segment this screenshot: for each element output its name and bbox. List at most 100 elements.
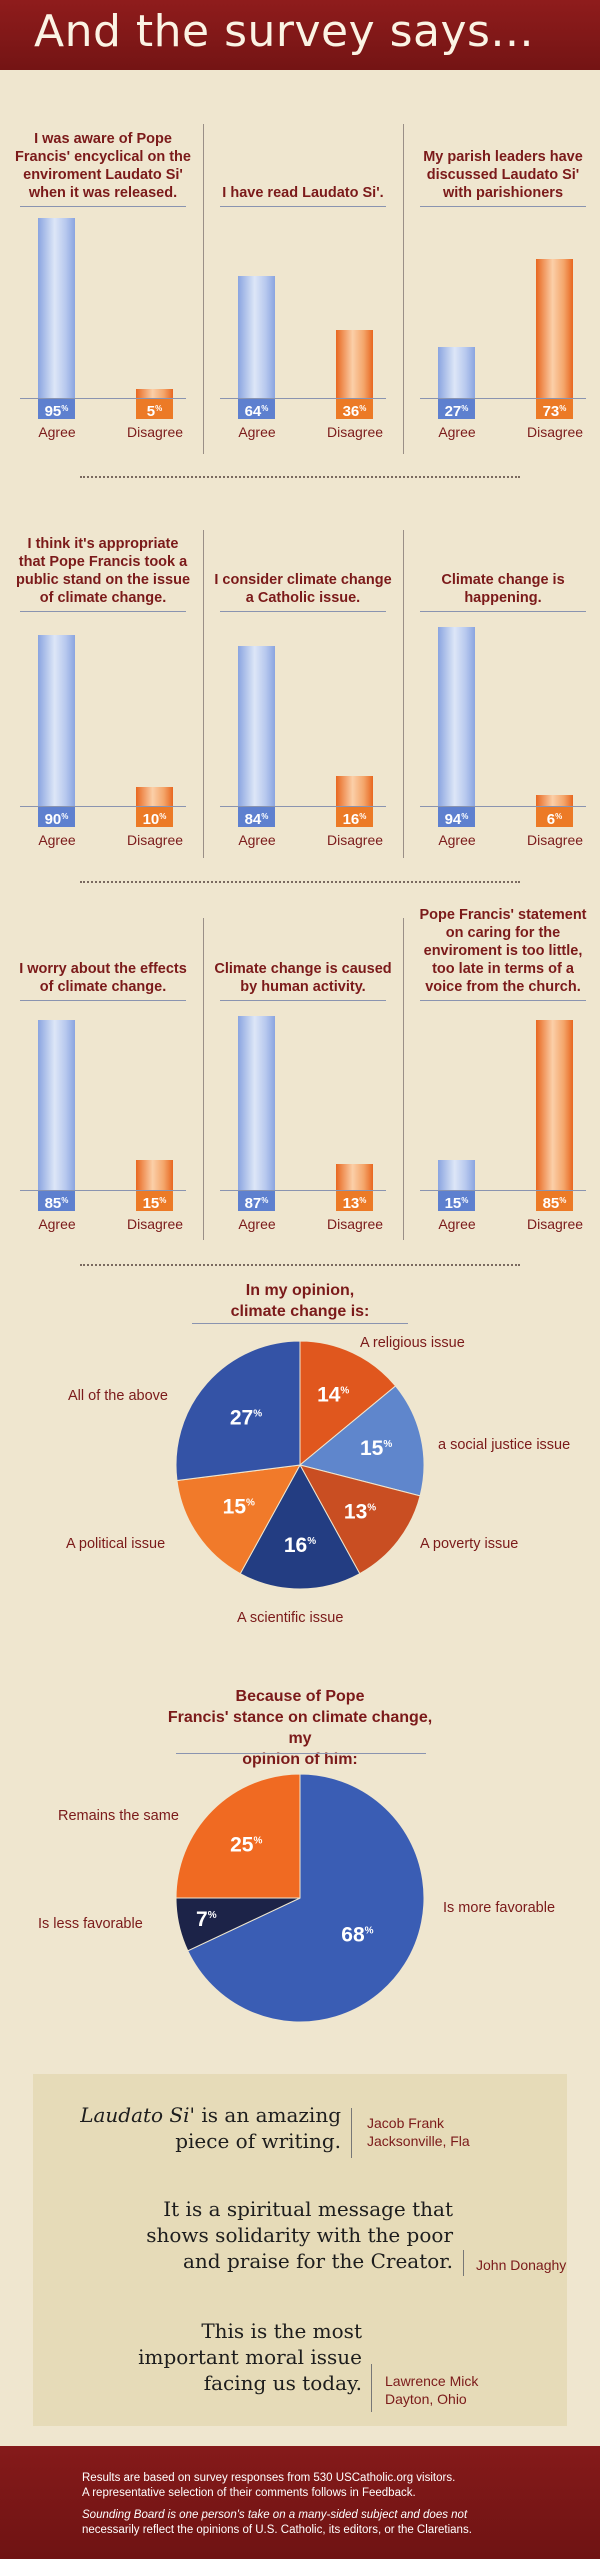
bar-disagree bbox=[536, 1020, 573, 1190]
bar-category-label: Disagree bbox=[126, 832, 184, 848]
dotted-separator bbox=[80, 476, 520, 478]
column-divider bbox=[203, 530, 204, 858]
bar-disagree bbox=[536, 259, 573, 398]
bar-value-label: 5% bbox=[136, 399, 173, 420]
bar-category-label: Agree bbox=[38, 832, 76, 848]
bar-chart-baseline bbox=[20, 806, 186, 807]
reader-quotes-panel: Laudato Si' is an amazing piece of writi… bbox=[33, 2074, 567, 2426]
bar-disagree bbox=[536, 794, 573, 806]
bar-value-label: 95% bbox=[38, 399, 75, 420]
footer-line-2: A representative selection of their comm… bbox=[82, 2487, 416, 2499]
bar-category-label: Disagree bbox=[326, 1216, 384, 1232]
bar-value-label: 85% bbox=[536, 1191, 573, 1212]
pie-slice-is-more-favorable bbox=[187, 1773, 425, 2023]
quote-2-author-name: John Donaghy bbox=[476, 2257, 567, 2273]
footer-line-3: Sounding Board is one person's take on a… bbox=[82, 2509, 468, 2521]
column-divider bbox=[203, 918, 204, 1240]
bar-chart-question-underline bbox=[20, 206, 186, 207]
bar-value-label: 16% bbox=[336, 807, 373, 828]
bar-chart-question-underline bbox=[420, 1000, 586, 1001]
pie-slice-a-scientific-issue bbox=[239, 1463, 361, 1590]
pie-1-title-line-2: climate change is: bbox=[230, 1303, 370, 1320]
pie-2-label-less-favorable: Is less favorable bbox=[38, 1916, 143, 1932]
pie-2-title-line-2: Francis' stance on climate change, my bbox=[167, 1709, 433, 1747]
bar-agree bbox=[438, 1160, 475, 1190]
pie-1-label-political: A political issue bbox=[66, 1536, 166, 1552]
bar-agree bbox=[438, 346, 475, 398]
pie-2-label-remains-same: Remains the same bbox=[58, 1808, 179, 1824]
bar-chart-baseline bbox=[20, 1190, 186, 1191]
bar-value-label: 94% bbox=[438, 807, 475, 828]
pie-1-title-line-1: In my opinion, bbox=[245, 1282, 355, 1299]
bar-category-label: Agree bbox=[238, 1216, 276, 1232]
pie-1-label-all: All of the above bbox=[68, 1388, 168, 1404]
quote-1-line-2: piece of writing. bbox=[175, 2129, 341, 2153]
bar-category-label: Agree bbox=[438, 1216, 476, 1232]
quote-1-author-name: Jacob Frank bbox=[367, 2115, 445, 2131]
bar-category-label: Agree bbox=[238, 424, 276, 440]
bar-value-label: 64% bbox=[238, 399, 275, 420]
bar-chart-baseline bbox=[220, 398, 386, 399]
bar-agree bbox=[38, 217, 75, 398]
bar-chart-baseline bbox=[20, 398, 186, 399]
quote-3-author-name: Lawrence Mick bbox=[385, 2373, 479, 2389]
bar-disagree bbox=[336, 775, 373, 806]
pie-2-title-line-1: Because of Pope bbox=[235, 1688, 365, 1705]
quote-3-line-1: This is the most bbox=[201, 2319, 362, 2343]
bar-category-label: Disagree bbox=[526, 832, 584, 848]
quote-3: This is the most important moral issue f… bbox=[62, 2318, 362, 2396]
pie-chart-opinion-of-pope: 68%7%25% bbox=[175, 1773, 425, 2023]
bar-chart-baseline bbox=[420, 398, 586, 399]
pie-1-label-religious: A religious issue bbox=[360, 1335, 465, 1351]
bar-chart-baseline bbox=[420, 806, 586, 807]
pie-slice-a-religious-issue bbox=[299, 1340, 397, 1467]
quote-divider bbox=[371, 2364, 372, 2412]
bar-value-label: 90% bbox=[38, 807, 75, 828]
bar-value-label: 36% bbox=[336, 399, 373, 420]
bar-value-label: 27% bbox=[438, 399, 475, 420]
pie-chart-climate-issue: 14%15%13%16%15%27% bbox=[175, 1340, 425, 1590]
bar-chart-question-5: I consider climate change a Catholic iss… bbox=[214, 572, 392, 606]
dotted-separator bbox=[80, 881, 520, 883]
bar-chart-question-underline bbox=[220, 1000, 386, 1001]
bar-chart-question-underline bbox=[20, 611, 186, 612]
bar-category-label: Agree bbox=[38, 424, 76, 440]
bar-chart-question-underline bbox=[420, 206, 586, 207]
bar-category-label: Agree bbox=[38, 1216, 76, 1232]
bar-value-label: 15% bbox=[136, 1191, 173, 1212]
footer: Results are based on survey responses fr… bbox=[0, 2446, 600, 2559]
quote-1-line-1: Laudato Si' is an amazing bbox=[80, 2103, 341, 2127]
bar-agree bbox=[438, 627, 475, 806]
bar-agree bbox=[238, 1016, 275, 1190]
pie-slice-a-social-justice-issue bbox=[298, 1385, 425, 1497]
footer-line-1: Results are based on survey responses fr… bbox=[82, 2472, 456, 2484]
bar-disagree bbox=[136, 388, 173, 398]
bar-value-label: 85% bbox=[38, 1191, 75, 1212]
bar-chart-question-4: I think it's appropriate that Pope Franc… bbox=[15, 536, 191, 606]
bar-chart-question-3: My parish leaders have discussed Laudato… bbox=[423, 149, 583, 201]
bar-agree bbox=[238, 276, 275, 398]
pie-1-title: In my opinion, climate change is: bbox=[170, 1280, 430, 1322]
quote-3-line-3: facing us today. bbox=[203, 2371, 362, 2395]
bar-chart-question-underline bbox=[220, 611, 386, 612]
bar-chart-baseline bbox=[220, 1190, 386, 1191]
quote-1-attribution: Jacob Frank Jacksonville, Fla bbox=[367, 2114, 470, 2150]
bar-category-label: Disagree bbox=[126, 1216, 184, 1232]
quote-1: Laudato Si' is an amazing piece of writi… bbox=[41, 2102, 341, 2154]
column-divider bbox=[403, 918, 404, 1240]
bar-value-label: 87% bbox=[238, 1191, 275, 1212]
quote-divider bbox=[463, 2250, 464, 2276]
bar-value-label: 13% bbox=[336, 1191, 373, 1212]
bar-chart-question-2: I have read Laudato Si'. bbox=[222, 185, 384, 201]
bar-value-label: 6% bbox=[536, 807, 573, 828]
dotted-separator bbox=[80, 1264, 520, 1266]
pie-slice-a-poverty-issue bbox=[299, 1464, 421, 1575]
pie-slice-a-political-issue bbox=[176, 1464, 301, 1575]
quote-3-line-2: important moral issue bbox=[138, 2345, 362, 2369]
quote-3-author-location: Dayton, Ohio bbox=[385, 2391, 467, 2407]
bar-chart-question-underline bbox=[20, 1000, 186, 1001]
pie-1-title-underline bbox=[192, 1323, 408, 1324]
pie-2-title-underline bbox=[176, 1753, 426, 1754]
bar-chart-question-underline bbox=[420, 611, 586, 612]
bar-chart-baseline bbox=[420, 1190, 586, 1191]
